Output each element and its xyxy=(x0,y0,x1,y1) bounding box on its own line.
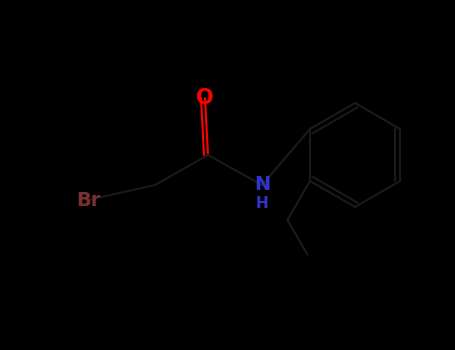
Text: N: N xyxy=(254,175,270,195)
Text: O: O xyxy=(196,88,214,108)
Text: H: H xyxy=(256,196,268,210)
Text: Br: Br xyxy=(76,190,100,210)
